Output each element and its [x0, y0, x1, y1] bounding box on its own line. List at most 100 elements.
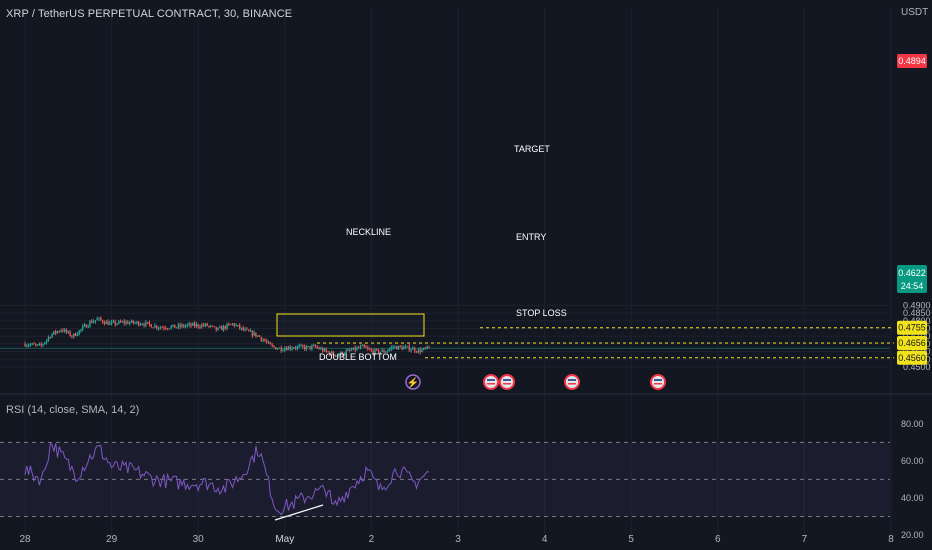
candle-body [165, 328, 167, 330]
candle-body [213, 326, 216, 328]
candle [215, 326, 217, 332]
candle-body [33, 343, 35, 345]
candle [179, 322, 181, 330]
candle-body [100, 317, 102, 321]
candle [190, 322, 192, 329]
candle [150, 323, 152, 328]
high-price-badge-bg [897, 54, 927, 68]
candle [260, 336, 263, 342]
candle [210, 324, 212, 328]
high-price-badge-text: 0.4894 [898, 56, 926, 66]
candle [103, 320, 106, 326]
currency-label: USDT [901, 7, 929, 18]
candle-body [331, 351, 333, 355]
candle-body [80, 329, 82, 331]
candle [220, 325, 223, 331]
candle-body [105, 321, 107, 324]
entry-price-badge-text: 0.4656 [898, 338, 926, 348]
candle [345, 348, 347, 356]
candle-body [208, 325, 210, 327]
candle-body [280, 347, 282, 351]
candle-body [174, 324, 176, 328]
candle [408, 343, 410, 352]
candle-body [60, 330, 62, 332]
candle [177, 322, 180, 330]
candle-body [251, 330, 254, 336]
candle [341, 351, 344, 356]
us-flag-event-icon[interactable] [564, 374, 580, 390]
candle [109, 320, 111, 326]
candle-body [298, 345, 300, 347]
candle-body [87, 326, 89, 328]
candle-body [69, 331, 71, 336]
candle [125, 319, 127, 326]
candle [208, 325, 210, 329]
time-axis-tick: May [275, 534, 294, 545]
flag-icon-ring [483, 374, 499, 390]
candle-body [143, 324, 145, 326]
candle-body [166, 328, 169, 330]
candle-body [183, 324, 185, 327]
candle-body [215, 326, 217, 331]
current-price-badge-bg [897, 265, 927, 293]
candle [156, 325, 158, 330]
candle [69, 330, 71, 337]
candle-body [159, 327, 162, 329]
candle [219, 325, 221, 329]
candle-body [417, 349, 420, 353]
candle-body [289, 346, 291, 349]
candle [136, 320, 138, 325]
candle [100, 316, 102, 321]
candle [44, 341, 46, 345]
candle [35, 343, 37, 347]
rsi-indicator-title[interactable]: RSI (14, close, SMA, 14, 2) [6, 404, 140, 416]
candle-body [56, 331, 59, 333]
candle [311, 344, 313, 351]
candle-body [31, 343, 33, 345]
candle [145, 319, 147, 328]
candle [170, 324, 172, 330]
candle-body [220, 326, 223, 331]
lightning-icon[interactable]: ⚡ [405, 374, 421, 390]
candle [188, 321, 190, 328]
candle-body [123, 321, 125, 324]
candle-body [152, 327, 154, 329]
rsi-divergence-trendline [274, 504, 324, 521]
candle-body [428, 346, 430, 348]
candle [58, 330, 60, 333]
candle-body [35, 344, 37, 346]
us-flag-event-icon[interactable] [483, 374, 499, 390]
candle [365, 344, 367, 348]
candle [249, 328, 252, 332]
candle [383, 348, 385, 354]
candle [201, 323, 203, 329]
candle-body [206, 323, 208, 326]
candle-body [137, 321, 140, 326]
us-flag-event-icon[interactable] [499, 374, 515, 390]
current-price-badge: 0.4622 24:54 [897, 265, 927, 293]
candle [233, 322, 235, 328]
rsi-line [24, 442, 430, 516]
candle [267, 340, 270, 344]
candle [83, 322, 86, 328]
candle-body [44, 342, 46, 345]
lightning-icon-glyph: ⚡ [407, 376, 419, 389]
flag-icon-ring [650, 374, 666, 390]
candle-body [238, 325, 241, 329]
candle-body [195, 324, 198, 327]
candle [26, 343, 28, 348]
candle-body [240, 327, 243, 329]
candle [76, 331, 79, 337]
candle [298, 343, 300, 349]
candle [368, 347, 371, 351]
candle-body [202, 324, 205, 326]
stop-loss-price-badge-bg [897, 350, 927, 365]
candle-body [201, 324, 203, 328]
candle-body [197, 324, 199, 327]
candle-body [127, 321, 129, 324]
candle [101, 319, 104, 324]
candle [132, 320, 134, 325]
us-flag-event-icon[interactable] [650, 374, 666, 390]
candle [146, 322, 149, 325]
